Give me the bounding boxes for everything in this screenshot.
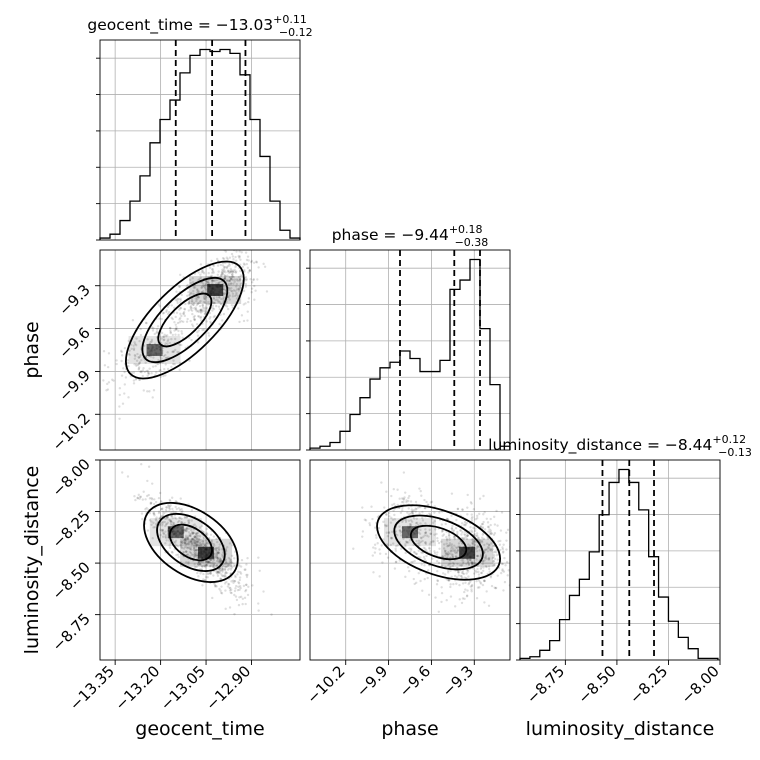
y-tick-label: −9.3: [55, 281, 93, 319]
y-tick-label: −8.50: [49, 558, 94, 603]
scatter-points: [102, 250, 269, 420]
title-main: luminosity_distance = −8.44: [488, 436, 712, 455]
contour-level-3: [168, 523, 213, 562]
y-tick-label: −8.75: [49, 610, 94, 655]
title-main: phase = −9.44: [332, 226, 449, 244]
title-phase: phase = −9.44+0.18 −0.38: [332, 223, 489, 249]
title-luminosity_distance: luminosity_distance = −8.44+0.12 −0.13: [488, 433, 752, 459]
x-tick-label: −12.90: [202, 662, 254, 714]
x-tick-label: −13.20: [111, 662, 163, 714]
x-tick-label: −9.6: [396, 662, 434, 700]
title-plus: +0.11: [273, 13, 307, 26]
title-plus: +0.12: [712, 433, 746, 446]
y-tick-label: −9.6: [55, 324, 93, 362]
x-tick-label: −8.50: [575, 662, 620, 707]
scatter-points: [352, 471, 510, 613]
x-tick-label: −13.05: [157, 662, 209, 714]
title-minus: −0.12: [279, 26, 313, 39]
contour-level-2: [393, 514, 484, 571]
x-axis-label: phase: [381, 718, 438, 740]
panel-frame: [309, 249, 511, 451]
x-tick-label: −8.25: [626, 662, 671, 707]
y-axis-label: luminosity_distance: [21, 466, 43, 655]
contour-level-3: [157, 292, 213, 348]
panel-frame: [99, 459, 301, 661]
density-peak: [207, 284, 224, 296]
y-tick-label: −10.2: [49, 409, 94, 454]
panel-frame: [309, 459, 511, 661]
panel-frame: [99, 249, 301, 451]
contour-level-3: [409, 524, 468, 561]
y-tick-label: −8.25: [49, 507, 94, 552]
contour-level-1: [125, 260, 245, 380]
x-tick-label: −13.35: [66, 662, 118, 714]
histogram-luminosity_distance: [519, 468, 719, 660]
x-axis-label: geocent_time: [135, 718, 264, 740]
density-peak: [146, 344, 163, 356]
contour-level-2: [141, 276, 229, 364]
title-main: geocent_time = −13.03: [87, 16, 273, 35]
y-tick-label: −9.9: [55, 367, 93, 405]
y-tick-label: −8.00: [49, 455, 94, 500]
title-geocent_time: geocent_time = −13.03+0.11 −0.12: [87, 13, 312, 39]
panel-grid: [310, 250, 510, 450]
y-axis-label: phase: [21, 321, 43, 378]
histogram-geocent_time: [99, 48, 301, 240]
panel-grid: [520, 460, 721, 660]
title-minus: −0.38: [455, 236, 489, 249]
scatter-points: [121, 462, 273, 616]
contour-level-1: [143, 501, 239, 583]
title-plus: +0.18: [449, 223, 483, 236]
panel-frame: [519, 459, 721, 661]
title-minus: −0.13: [718, 446, 752, 459]
x-axis-label: luminosity_distance: [526, 718, 715, 740]
x-tick-label: −8.00: [678, 662, 723, 707]
x-tick-label: −10.2: [303, 662, 348, 707]
x-tick-label: −8.75: [523, 662, 568, 707]
contour-level-1: [376, 504, 501, 581]
x-tick-label: −9.9: [353, 662, 391, 700]
x-tick-label: −9.3: [439, 662, 477, 700]
panel-grid: [100, 40, 300, 240]
panel-frame: [99, 39, 301, 241]
contour-level-2: [156, 512, 226, 572]
